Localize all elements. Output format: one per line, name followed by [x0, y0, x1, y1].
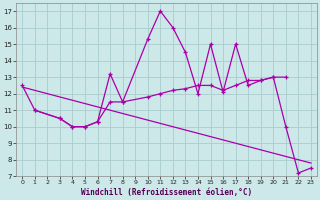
- X-axis label: Windchill (Refroidissement éolien,°C): Windchill (Refroidissement éolien,°C): [81, 188, 252, 197]
